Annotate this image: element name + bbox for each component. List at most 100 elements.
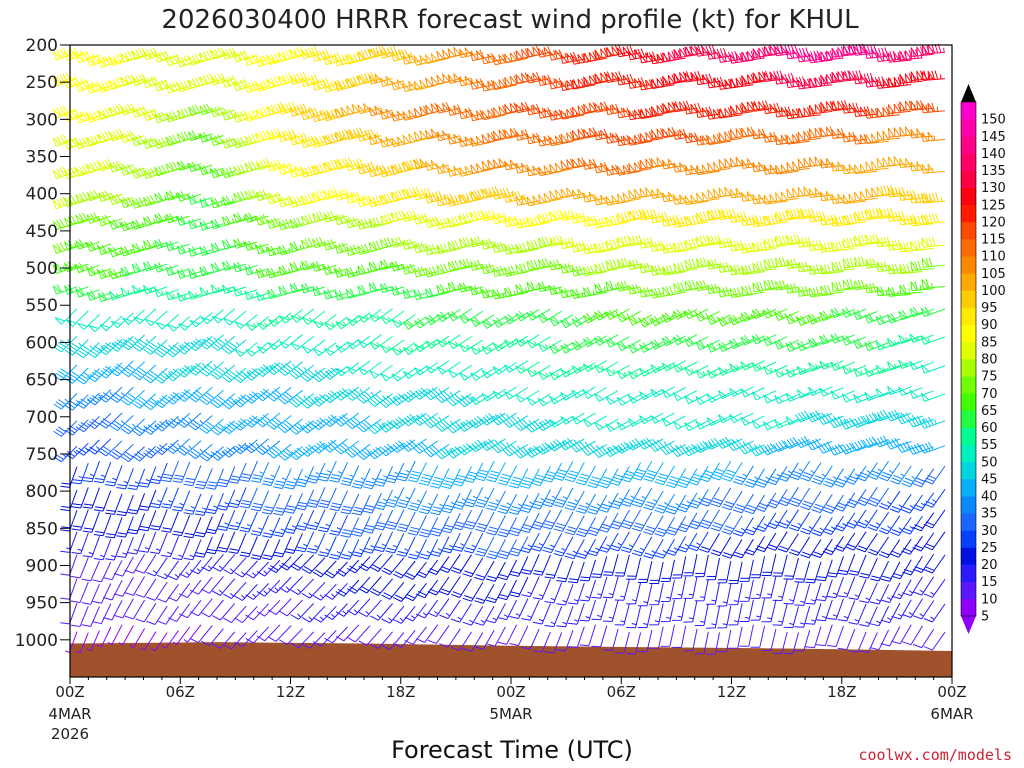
wind-barb bbox=[763, 194, 788, 205]
wind-barb bbox=[513, 418, 540, 432]
wind-barb bbox=[346, 158, 371, 172]
wind-barb bbox=[65, 631, 78, 653]
wind-barb bbox=[52, 218, 78, 231]
wind-barb bbox=[234, 560, 258, 578]
wind-barb bbox=[256, 599, 281, 617]
wind-barb bbox=[392, 560, 416, 579]
wind-barb bbox=[335, 559, 360, 577]
wind-barb bbox=[54, 308, 78, 325]
wind-barb bbox=[334, 78, 359, 92]
wind-barb bbox=[278, 162, 303, 175]
wind-barb bbox=[729, 338, 754, 349]
wind-barb bbox=[176, 440, 202, 456]
wind-barb bbox=[887, 286, 912, 297]
wind-barb bbox=[549, 259, 574, 271]
wind-barb bbox=[531, 466, 551, 487]
wind-barb bbox=[728, 561, 743, 585]
wind-barb bbox=[92, 561, 112, 583]
wind-barb bbox=[120, 130, 145, 144]
wind-barb bbox=[485, 582, 506, 604]
wind-barb bbox=[526, 364, 551, 378]
wind-barb bbox=[378, 419, 405, 433]
wind-barb bbox=[221, 367, 247, 383]
wind-barb bbox=[306, 509, 326, 531]
wind-barb bbox=[194, 536, 213, 558]
wind-barb bbox=[113, 598, 134, 619]
colorbar-swatch bbox=[961, 153, 976, 171]
wind-barb bbox=[727, 438, 754, 452]
wind-barb bbox=[560, 316, 585, 329]
wind-barb bbox=[64, 339, 89, 356]
wind-barb bbox=[178, 559, 202, 579]
wind-barb bbox=[312, 583, 337, 601]
wind-barb bbox=[279, 628, 303, 645]
wind-barb bbox=[853, 367, 878, 377]
wind-barb bbox=[890, 494, 912, 513]
wind-barb bbox=[591, 576, 608, 599]
wind-barb bbox=[695, 367, 720, 379]
wind-barb bbox=[161, 487, 179, 509]
wind-barb bbox=[751, 361, 777, 372]
wind-barb bbox=[661, 415, 686, 427]
wind-barb bbox=[837, 600, 856, 622]
wind-barb bbox=[256, 579, 281, 597]
wind-barb bbox=[537, 165, 562, 177]
wind-barb bbox=[256, 559, 281, 577]
wind-barb bbox=[721, 515, 743, 535]
wind-barb bbox=[710, 511, 732, 532]
wind-barb bbox=[189, 556, 213, 575]
wind-barb bbox=[135, 554, 157, 574]
wind-barb bbox=[826, 625, 844, 648]
wind-barb bbox=[279, 599, 303, 617]
wind-barb bbox=[234, 342, 258, 357]
wind-barb bbox=[826, 576, 844, 599]
wind-barb bbox=[774, 418, 799, 429]
wind-barb bbox=[587, 494, 608, 515]
wind-barb bbox=[519, 512, 540, 533]
wind-barb bbox=[504, 265, 529, 277]
colorbar-label: 120 bbox=[981, 215, 1006, 230]
wind-barb bbox=[233, 238, 258, 249]
wind-barb bbox=[805, 626, 822, 649]
wind-barb bbox=[605, 364, 630, 377]
colorbar-swatch bbox=[961, 410, 976, 428]
wind-barb bbox=[831, 45, 855, 58]
wind-barb bbox=[200, 628, 224, 646]
wind-barb bbox=[837, 576, 856, 598]
wind-barb bbox=[250, 462, 270, 483]
wind-barb bbox=[120, 389, 145, 406]
wind-barb bbox=[92, 583, 112, 604]
wind-barb bbox=[654, 465, 675, 486]
wind-barb bbox=[531, 489, 551, 510]
wind-barb bbox=[848, 603, 867, 625]
wind-barb bbox=[816, 624, 833, 647]
wind-barb bbox=[93, 539, 112, 561]
wind-barb bbox=[146, 557, 168, 577]
wind-barb bbox=[53, 364, 78, 381]
wind-barb bbox=[273, 516, 292, 538]
wind-barb bbox=[52, 242, 78, 254]
wind-barb bbox=[425, 190, 450, 204]
colorbar-outline bbox=[960, 101, 977, 617]
wind-barb bbox=[833, 492, 856, 512]
wind-barb bbox=[312, 342, 337, 357]
wind-barb bbox=[842, 193, 867, 204]
wind-barb bbox=[255, 386, 281, 402]
colorbar-label: 100 bbox=[981, 284, 1006, 299]
wind-barb bbox=[351, 468, 371, 489]
wind-barb bbox=[923, 603, 946, 623]
wind-barb bbox=[492, 187, 517, 200]
wind-barb bbox=[741, 49, 765, 62]
wind-barb bbox=[381, 557, 405, 576]
wind-barb bbox=[729, 77, 754, 89]
wind-barb bbox=[637, 606, 653, 629]
wind-barb bbox=[519, 532, 540, 554]
wind-barb bbox=[161, 536, 179, 558]
wind-barb bbox=[912, 576, 935, 596]
wind-barb bbox=[300, 442, 326, 457]
wind-barb bbox=[146, 605, 168, 625]
wind-barb bbox=[721, 462, 743, 482]
wind-barb bbox=[244, 265, 269, 276]
wind-barb bbox=[616, 310, 641, 323]
x-tick-label: 00Z bbox=[937, 683, 966, 701]
